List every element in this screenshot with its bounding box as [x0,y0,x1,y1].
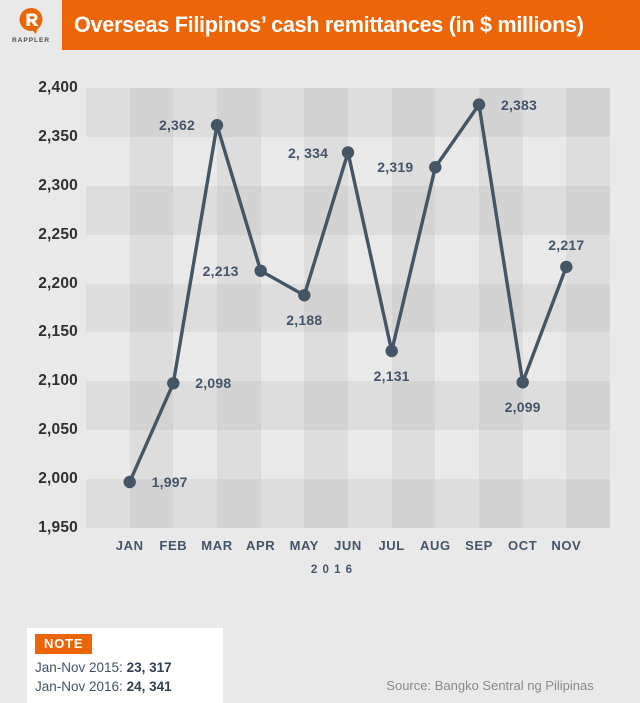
note-line: Jan-Nov 2016: 24, 341 [35,677,215,696]
x-axis-tick-label: OCT [508,538,538,553]
data-point-label: 2,217 [548,236,585,253]
x-axis-tick-label: MAR [201,538,233,553]
grid-band-horizontal [86,88,610,137]
data-point-marker[interactable] [167,377,180,390]
chart-area: 2,400 2,350 2,300 2,250 2,200 2,150 2,100 2,050… [0,50,640,703]
data-point-marker[interactable] [472,98,486,111]
x-axis-tick-label: APR [246,538,276,553]
x-axis-tick-label: NOV [551,538,582,553]
data-point-marker[interactable] [516,376,529,389]
grid-band-vertical [391,88,436,528]
y-axis-tick-label: 2,200 [38,274,78,292]
grid-band-horizontal [86,479,610,528]
x-axis-year-label: 2 0 1 6 [0,564,640,576]
grid-band-horizontal [86,283,610,333]
data-point-marker[interactable] [210,119,224,132]
x-axis-year-text: 2 0 1 6 [310,564,354,576]
note-box: NOTE Jan-Nov 2015: 23, 317 Jan-Nov 2016:… [27,628,223,703]
data-point-label: 2,319 [377,159,414,176]
data-point-marker[interactable] [254,264,267,277]
grid-band-horizontal [86,185,610,235]
data-point-label: 2,099 [504,399,541,416]
rappler-logo: RAPPLER [0,0,62,50]
note-value-2015: 23, 317 [126,660,172,675]
data-point-label: 2,188 [286,312,323,329]
x-axis-tick-label: JUL [378,538,405,553]
data-point-marker[interactable] [385,344,398,358]
y-axis-tick-label: 2,100 [38,372,78,390]
rappler-logo-icon [16,6,46,36]
x-axis-tick-label: JUN [334,538,362,553]
note-value-2016: 24, 341 [126,679,172,695]
data-point-marker[interactable] [298,289,311,302]
y-axis-tick-label: 2,250 [38,225,78,243]
series-polyline [128,102,568,484]
x-axis-tick-label: FEB [159,538,188,553]
y-axis-tick-label: 2,000 [38,470,78,488]
x-axis-tick-label: SEP [465,538,493,553]
x-axis-tick-label: MAY [289,538,320,553]
plot-area: 1,997 2,098 2,362 2,213 2,188 2, 334 2,131 2,31… [86,88,610,528]
page-title: Overseas Filipinos’ cash remittances (in… [74,12,584,37]
data-point-marker[interactable] [123,475,136,489]
data-point-label: 2, 334 [287,144,329,161]
y-axis-tick-label: 2,150 [38,323,78,341]
y-axis-tick-label: 2,300 [38,176,78,194]
y-axis-tick-label: 2,350 [38,127,78,145]
data-point-marker[interactable] [560,260,573,274]
rappler-logo-text: RAPPLER [11,37,51,44]
y-axis-tick-label: 2,050 [38,421,78,439]
note-line: Jan-Nov 2015: 23, 317 [35,658,215,677]
data-point-label: 2,362 [158,117,196,134]
y-axis: 2,400 2,350 2,300 2,250 2,200 2,150 2,100 2,050… [0,79,78,536]
x-axis-tick-label: JAN [115,538,144,553]
header-bar: RAPPLER Overseas Filipinos’ cash remitta… [0,0,640,50]
x-axis: JAN FEB MAR APR MAY JUN JUL AUG SEP OCT NOV [0,538,640,558]
y-axis-tick-label: 1,950 [38,519,78,536]
grid-band-vertical [129,88,174,528]
grid-band-vertical [304,88,348,528]
data-point-label: 1,997 [151,474,188,491]
data-point-label: 2,213 [202,262,239,279]
grid-band-vertical [217,88,261,528]
note-label-2015: Jan-Nov 2015: [35,660,127,675]
data-point-label: 2,383 [500,96,538,113]
data-point-marker[interactable] [429,161,442,174]
note-label-2016: Jan-Nov 2016: [35,679,127,695]
x-axis-tick-label: AUG [419,538,451,553]
data-point-label: 2,098 [195,375,232,392]
title-banner: Overseas Filipinos’ cash remittances (in… [62,0,640,50]
source-attribution: Source: Bangko Sentral ng Pilipinas [386,678,594,693]
line-series [123,98,573,489]
grid-band-vertical [566,88,610,528]
data-point-marker[interactable] [341,146,355,159]
data-point-label: 2,131 [373,368,410,385]
y-axis-tick-label: 2,400 [38,79,78,96]
note-badge: NOTE [35,634,93,654]
